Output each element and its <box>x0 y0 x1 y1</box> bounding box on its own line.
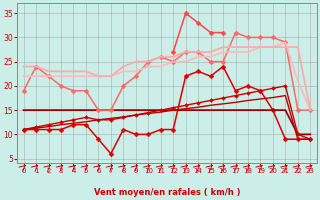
X-axis label: Vent moyen/en rafales ( km/h ): Vent moyen/en rafales ( km/h ) <box>94 188 240 197</box>
